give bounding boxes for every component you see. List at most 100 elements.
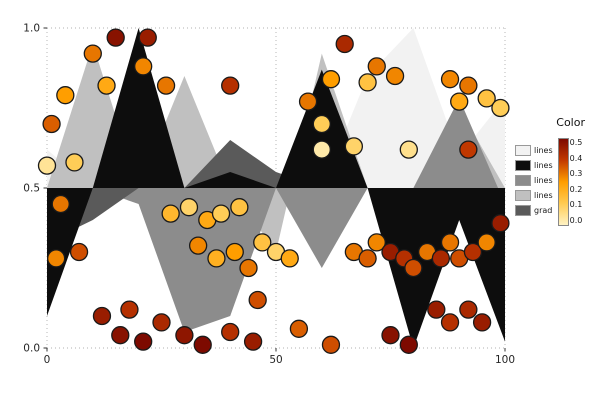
scatter-point <box>367 57 386 76</box>
scatter-point <box>97 76 116 95</box>
scatter-point <box>111 326 130 345</box>
scatter-point <box>358 249 377 268</box>
scatter-point <box>399 335 418 354</box>
scatter-point <box>161 204 180 223</box>
legend-entry-label: lines <box>534 176 553 185</box>
scatter-point <box>404 258 423 278</box>
scatter-point <box>463 242 483 262</box>
scatter-point <box>134 332 153 351</box>
scatter-point <box>211 204 231 223</box>
scatter-point <box>399 140 418 159</box>
scatter-point <box>188 236 208 255</box>
scatter-point <box>289 319 309 338</box>
colorbar <box>557 138 569 226</box>
scatter-point <box>51 194 70 214</box>
scatter-point <box>156 76 176 95</box>
scatter-point <box>312 140 331 159</box>
legend-entry-label: lines <box>534 191 553 200</box>
colorbar-tick-label: 0.4 <box>569 153 583 163</box>
scatter-point <box>248 290 267 310</box>
scatter-point <box>477 89 496 108</box>
x-tick-label: 0 <box>44 354 51 366</box>
y-tick-label: 0.0 <box>23 343 40 355</box>
scatter-point <box>65 153 84 172</box>
scatter-point <box>138 28 157 47</box>
scatter-point <box>459 76 478 95</box>
legend-entry: lines <box>515 160 553 171</box>
scatter-point <box>427 300 446 319</box>
scatter-point <box>450 92 469 111</box>
legend-swatch <box>515 190 531 201</box>
legend-entry: grad <box>515 205 553 216</box>
scatter-point <box>298 92 318 111</box>
scatter-point <box>37 156 57 175</box>
scatter-point <box>134 57 153 76</box>
legend-entry-label: lines <box>534 161 553 170</box>
colorbar-wrap: 0.5 0.4 0.3 0.2 0.1 0.0 <box>557 138 583 226</box>
scatter-point <box>253 233 272 252</box>
scatter-point <box>385 66 405 86</box>
scatter-point <box>56 86 75 105</box>
scatter-point <box>344 137 364 156</box>
legend-patch-list: lines lines lines lines grad <box>515 139 553 216</box>
scatter-point <box>193 335 212 354</box>
x-tick-label: 100 <box>495 354 515 366</box>
legend-entry-label: lines <box>534 146 553 155</box>
y-tick-label: 0.5 <box>23 183 40 195</box>
x-tick-label: 50 <box>269 354 282 366</box>
scatter-point <box>225 242 244 262</box>
legend-swatch <box>515 205 531 216</box>
scatter-point <box>477 233 496 252</box>
scatter-point <box>221 322 240 342</box>
legend-body: lines lines lines lines grad 0.5 0.4 0.3 0.2 0.1… <box>513 138 599 226</box>
scatter-point <box>381 326 400 345</box>
scatter-point <box>221 76 240 95</box>
scatter-point <box>120 300 139 319</box>
scatter-point <box>491 214 510 233</box>
scatter-point <box>152 313 171 332</box>
scatter-point <box>321 70 341 89</box>
scatter-point <box>239 258 258 278</box>
scatter-point <box>491 98 510 118</box>
y-tick-label: 1.0 <box>23 23 40 35</box>
scatter-point <box>179 198 199 217</box>
plot-area: 0 50 100 0.0 0.5 1.0 <box>23 23 515 367</box>
legend-swatch <box>515 175 531 186</box>
scatter-point <box>230 198 249 217</box>
legend-entry-label: grad <box>534 206 553 215</box>
area-series-lines <box>47 28 505 348</box>
colorbar-tick-label: 0.5 <box>569 138 583 147</box>
scatter-point <box>440 70 460 89</box>
scatter-point <box>106 28 125 47</box>
scatter-point <box>312 114 331 134</box>
colorbar-tick-label: 0.2 <box>569 184 583 194</box>
scatter-point <box>69 242 89 262</box>
scatter-point <box>243 332 263 351</box>
scatter-point <box>459 300 478 319</box>
scatter-point <box>431 249 451 268</box>
scatter-point <box>321 335 341 354</box>
colorbar-tick-labels: 0.5 0.4 0.3 0.2 0.1 0.0 <box>570 139 583 225</box>
scatter-point <box>472 313 492 332</box>
legend-entry: lines <box>515 190 553 201</box>
scatter-point <box>358 73 377 92</box>
scatter-point <box>42 114 61 134</box>
scatter-point <box>367 233 386 252</box>
scatter-point <box>280 249 299 268</box>
legend-swatch <box>515 145 531 156</box>
scatter-point <box>440 313 460 332</box>
scatter-point <box>47 249 66 268</box>
colorbar-tick-label: 0.3 <box>569 169 583 179</box>
scatter-point <box>92 306 112 326</box>
area-series-lines <box>47 28 505 188</box>
colorbar-tick-label: 0.1 <box>569 200 583 210</box>
legend: Color lines lines lines lines grad 0.5 0.4 0.3… <box>513 116 599 226</box>
legend-title: Color <box>556 116 585 129</box>
scatter-point <box>335 34 354 54</box>
scatter-point <box>207 249 226 268</box>
legend-swatch <box>515 160 531 171</box>
scatter-point <box>83 44 102 63</box>
legend-entry: lines <box>515 175 553 186</box>
scatter-point <box>440 233 460 252</box>
